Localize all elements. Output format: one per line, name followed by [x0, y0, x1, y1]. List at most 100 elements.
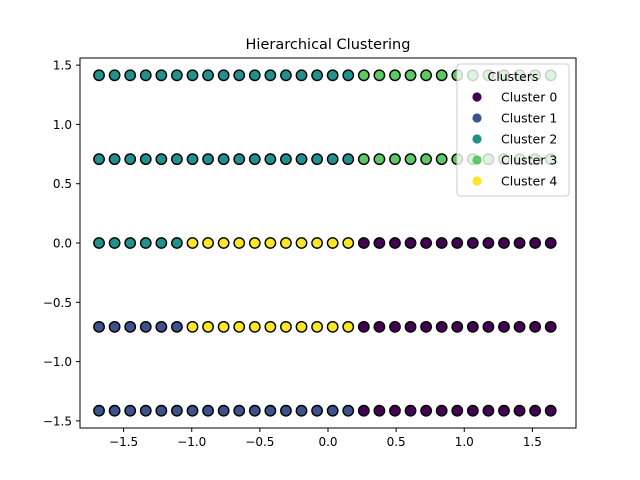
data-point-cluster-0 — [529, 320, 542, 333]
data-point-cluster-2 — [280, 153, 292, 166]
data-point-cluster-0 — [404, 404, 417, 417]
data-point-cluster-4 — [326, 320, 339, 333]
data-point-cluster-2 — [124, 69, 137, 82]
data-point-cluster-0 — [357, 320, 370, 333]
data-point-cluster-0 — [435, 404, 448, 417]
data-point-cluster-4 — [264, 320, 277, 333]
legend-marker-cluster-2 — [472, 134, 482, 144]
data-point-cluster-4 — [295, 237, 308, 249]
legend-marker-cluster-4 — [472, 176, 482, 186]
x-tick-label: −0.5 — [245, 435, 274, 449]
data-point-cluster-0 — [435, 237, 448, 249]
data-point-cluster-2 — [171, 153, 183, 166]
y-tick-label: 0.0 — [53, 237, 72, 251]
data-point-cluster-2 — [295, 69, 308, 82]
data-point-cluster-2 — [311, 153, 323, 166]
data-point-cluster-2 — [171, 237, 183, 249]
legend-label: Cluster 3 — [501, 153, 557, 168]
data-point-cluster-3 — [357, 153, 370, 166]
data-point-cluster-1 — [171, 320, 183, 333]
data-point-cluster-0 — [498, 404, 510, 417]
data-point-cluster-0 — [451, 237, 464, 249]
data-point-cluster-2 — [186, 69, 199, 82]
data-point-cluster-0 — [513, 237, 526, 249]
data-point-cluster-2 — [93, 153, 105, 166]
y-tick-label: −1.5 — [43, 414, 72, 428]
x-tick-label: 1.5 — [523, 435, 542, 449]
data-point-cluster-2 — [217, 69, 230, 82]
data-point-cluster-0 — [420, 237, 433, 249]
y-tick-label: 1.5 — [53, 59, 72, 73]
data-point-cluster-0 — [404, 320, 417, 333]
data-point-cluster-2 — [248, 69, 261, 82]
data-point-cluster-4 — [280, 320, 292, 333]
data-point-cluster-3 — [435, 153, 448, 166]
data-point-cluster-1 — [124, 404, 137, 417]
data-point-cluster-3 — [357, 69, 370, 82]
data-point-cluster-2 — [217, 153, 230, 166]
data-point-cluster-0 — [435, 320, 448, 333]
data-point-cluster-0 — [466, 237, 479, 249]
data-point-cluster-0 — [529, 404, 542, 417]
data-point-cluster-0 — [482, 404, 495, 417]
data-point-cluster-4 — [342, 320, 355, 333]
data-point-cluster-0 — [544, 320, 557, 333]
data-point-cluster-4 — [311, 320, 323, 333]
data-point-cluster-4 — [217, 237, 230, 249]
legend-marker-cluster-3 — [472, 155, 482, 165]
data-point-cluster-0 — [420, 404, 433, 417]
legend-label: Cluster 4 — [501, 174, 557, 189]
data-point-cluster-3 — [404, 153, 417, 166]
data-point-cluster-3 — [404, 69, 417, 82]
data-point-cluster-2 — [93, 69, 105, 82]
data-point-cluster-0 — [482, 320, 495, 333]
data-point-cluster-4 — [280, 237, 292, 249]
data-point-cluster-0 — [389, 404, 401, 417]
data-point-cluster-0 — [389, 320, 401, 333]
data-point-cluster-0 — [373, 320, 386, 333]
data-point-cluster-1 — [295, 404, 308, 417]
data-point-cluster-0 — [451, 404, 464, 417]
data-point-cluster-1 — [280, 404, 292, 417]
data-point-cluster-4 — [202, 320, 214, 333]
data-point-cluster-1 — [217, 404, 230, 417]
data-point-cluster-2 — [295, 153, 308, 166]
data-point-cluster-1 — [108, 320, 121, 333]
data-point-cluster-0 — [420, 320, 433, 333]
data-point-cluster-3 — [373, 69, 386, 82]
legend-marker-cluster-0 — [472, 92, 482, 102]
data-point-cluster-2 — [264, 69, 277, 82]
data-point-cluster-2 — [233, 153, 246, 166]
data-point-cluster-4 — [326, 237, 339, 249]
data-point-cluster-2 — [139, 69, 152, 82]
data-point-cluster-2 — [233, 69, 246, 82]
data-point-cluster-3 — [389, 153, 401, 166]
data-point-cluster-2 — [280, 69, 292, 82]
data-point-cluster-0 — [498, 320, 510, 333]
data-point-cluster-4 — [186, 320, 199, 333]
data-point-cluster-3 — [420, 153, 433, 166]
data-point-cluster-1 — [139, 320, 152, 333]
chart-title: Hierarchical Clustering — [246, 37, 411, 53]
data-point-cluster-0 — [544, 237, 557, 249]
y-axis: −1.5 −1.0 −0.5 0.0 0.5 1.0 1.5 — [43, 59, 80, 428]
data-point-cluster-0 — [513, 404, 526, 417]
data-point-cluster-4 — [311, 237, 323, 249]
data-point-cluster-2 — [202, 69, 214, 82]
data-point-cluster-0 — [544, 404, 557, 417]
data-point-cluster-2 — [342, 69, 355, 82]
data-point-cluster-2 — [139, 153, 152, 166]
legend-marker-cluster-1 — [472, 113, 482, 123]
data-point-cluster-0 — [466, 404, 479, 417]
data-point-cluster-1 — [93, 404, 105, 417]
legend-entries: Cluster 0 Cluster 1 Cluster 2 Cluster 3 Clus… — [472, 90, 557, 189]
data-point-cluster-2 — [186, 153, 199, 166]
data-point-cluster-1 — [155, 320, 168, 333]
legend-box — [456, 63, 570, 197]
x-tick-label: −1.0 — [177, 435, 206, 449]
legend-title: Clusters — [488, 69, 539, 84]
data-point-cluster-0 — [466, 320, 479, 333]
data-point-cluster-1 — [248, 404, 261, 417]
y-tick-label: 1.0 — [53, 118, 72, 132]
